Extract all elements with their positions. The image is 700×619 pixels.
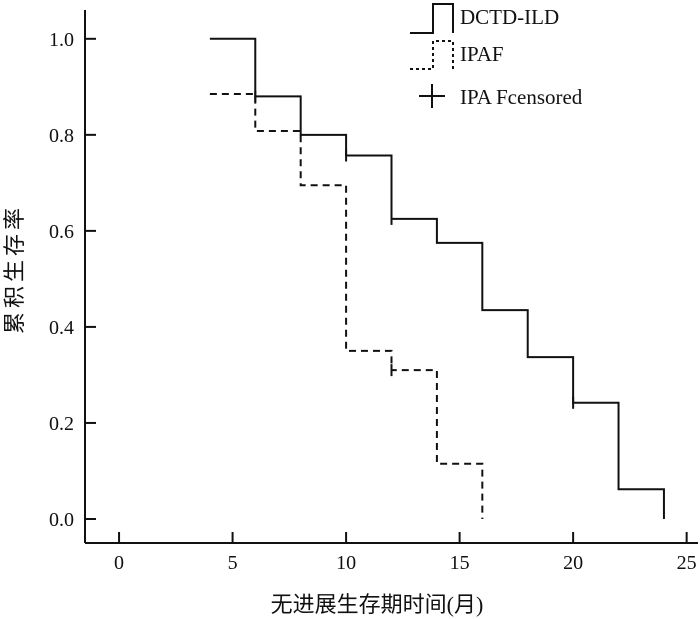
y-tick-label: 0.0 [49,509,74,531]
axes: 0 5 10 15 20 25 0.0 0.2 0.4 0.6 0.8 1.0 [49,10,698,574]
series-line-dctd-ild [209,37,665,519]
y-axis-title: 累积生存率 [2,204,27,334]
legend-swatch-ipaf [410,40,454,70]
legend-label-censored: IPA Fcensored [460,85,583,109]
x-tick-label: 0 [114,552,124,574]
x-axis-title: 无进展生存期时间(月) [271,592,484,617]
y-tick-label: 0.6 [49,221,74,243]
legend-swatch-censored [419,84,445,108]
y-tick-label: 0.2 [49,413,74,435]
legend-entry-censored: IPA Fcensored [419,84,583,109]
y-tick-label: 1.0 [49,29,74,51]
x-tick-label: 10 [336,552,356,574]
y-tick-label: 0.4 [49,317,74,339]
x-tick-label: 25 [677,552,697,574]
x-tick-label: 20 [563,552,583,574]
x-tick-label: 5 [228,552,238,574]
x-tick-label: 15 [450,552,470,574]
legend-entry-ipaf: IPAF [410,40,504,70]
series-layer [209,37,665,519]
legend-entry-dctd-ild: DCTD-ILD [410,3,559,34]
legend-swatch-dctd-ild [410,3,454,34]
legend: DCTD-ILD IPAF IPA Fcensored [410,3,583,109]
censor-marks [254,90,575,409]
legend-label-ipaf: IPAF [460,42,504,66]
y-tick-label: 0.8 [49,125,74,147]
legend-label-dctd-ild: DCTD-ILD [460,5,559,29]
